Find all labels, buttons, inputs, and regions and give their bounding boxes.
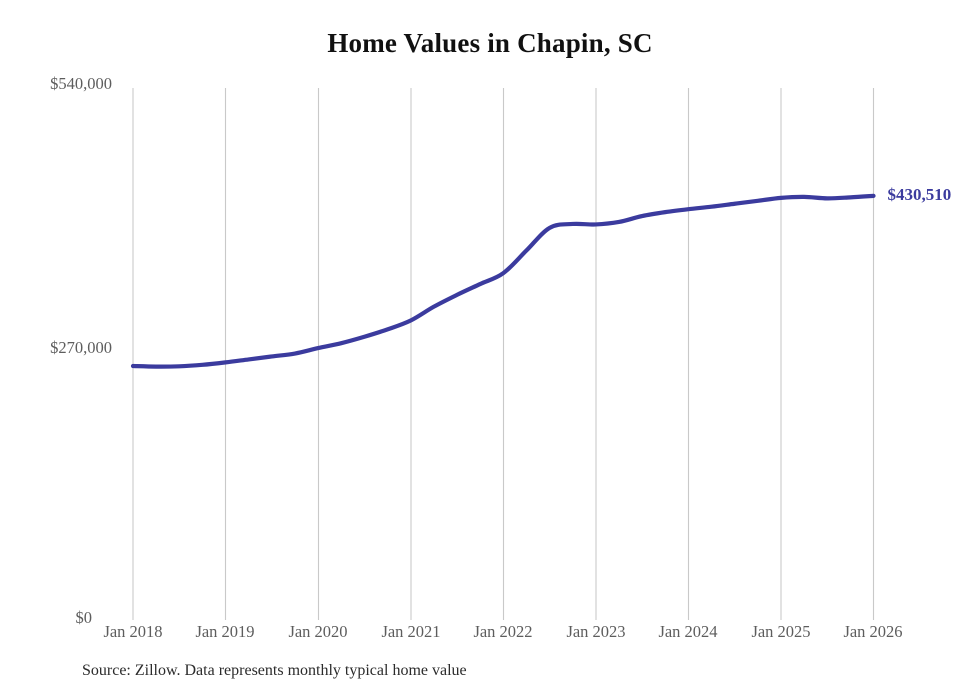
x-tick-label-jan-2025: Jan 2025 bbox=[751, 622, 811, 641]
x-tick-label-jan-2024: Jan 2024 bbox=[658, 622, 718, 641]
home-value-line bbox=[130, 193, 876, 369]
x-tick-label-jan-2020: Jan 2020 bbox=[288, 622, 348, 641]
x-tick-label-jan-2023: Jan 2023 bbox=[566, 622, 626, 641]
y-tick-label-270000: $270,000 bbox=[50, 338, 112, 357]
gridlines-group bbox=[132, 88, 875, 620]
x-tick-label-jan-2019: Jan 2019 bbox=[195, 622, 255, 641]
x-tick-label-jan-2021: Jan 2021 bbox=[381, 622, 441, 641]
x-tick-label-jan-2022: Jan 2022 bbox=[473, 622, 533, 641]
source-note: Source: Zillow. Data represents monthly … bbox=[82, 662, 467, 679]
end-value-label: $430,510 bbox=[887, 184, 952, 204]
chart-title: Home Values in Chapin, SC bbox=[327, 28, 653, 58]
x-tick-label-jan-2026: Jan 2026 bbox=[843, 622, 903, 641]
x-tick-label-jan-2018: Jan 2018 bbox=[103, 622, 163, 641]
y-tick-label-0: $0 bbox=[75, 608, 93, 627]
y-tick-label-540000: $540,000 bbox=[50, 74, 112, 93]
